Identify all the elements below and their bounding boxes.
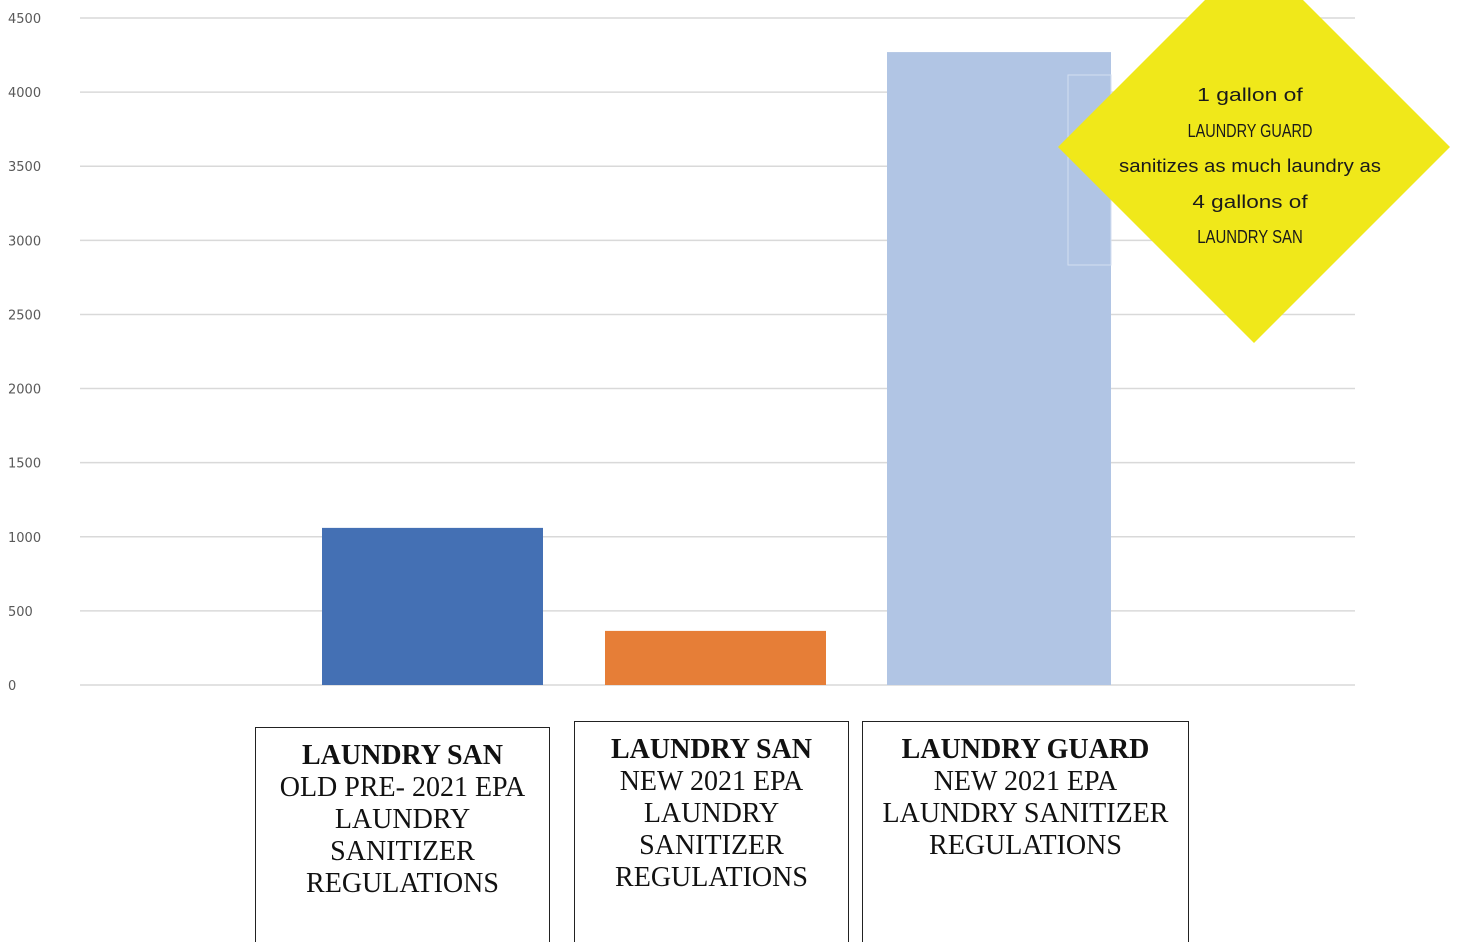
- callout-line: sanitizes as much laundry as: [1119, 156, 1381, 176]
- callout-line: 1 gallon of: [1197, 85, 1304, 105]
- callout-line: 4 gallons of: [1192, 192, 1308, 212]
- category-title: LAUNDRY GUARD: [901, 734, 1150, 765]
- y-tick-label: 4000: [8, 86, 41, 101]
- callout-annotation: 1 gallon of LAUNDRY GUARD sanitizes as muc…: [1058, 0, 1450, 343]
- y-tick-label: 2500: [8, 308, 41, 323]
- bars: [322, 52, 1112, 685]
- category-description: NEW 2021 EPA LAUNDRY SANITIZER REGULATIO…: [882, 766, 1169, 861]
- category-description: OLD PRE- 2021 EPA LAUNDRY SANITIZER REGU…: [279, 772, 526, 899]
- y-tick-label: 0: [8, 679, 16, 694]
- callout-line: LAUNDRY GUARD: [1188, 121, 1313, 141]
- y-tick-label: 1000: [8, 531, 41, 546]
- y-tick-label: 4500: [8, 12, 41, 27]
- y-tick-label: 3000: [8, 234, 41, 249]
- y-tick-label: 500: [8, 605, 33, 620]
- callout-line: LAUNDRY SAN: [1197, 227, 1303, 247]
- category-title: LAUNDRY SAN: [302, 740, 503, 771]
- y-tick-label: 1500: [8, 457, 41, 472]
- category-label-box: LAUNDRY SAN NEW 2021 EPA LAUNDRY SANITIZE…: [574, 721, 849, 942]
- category-description: NEW 2021 EPA LAUNDRY SANITIZER REGULATIO…: [615, 766, 808, 893]
- bar: [605, 630, 826, 685]
- category-label-box: LAUNDRY GUARD NEW 2021 EPA LAUNDRY SANITI…: [862, 721, 1189, 942]
- y-axis-tick-labels: 0 500 1000 1500 2000 2500 3000 3500 4000 4500: [8, 12, 41, 694]
- category-label-box: LAUNDRY SAN OLD PRE- 2021 EPA LAUNDRY SAN…: [255, 727, 550, 942]
- grid-lines: [80, 17, 1355, 686]
- bar: [322, 527, 543, 685]
- y-tick-label: 2000: [8, 383, 41, 398]
- category-title: LAUNDRY SAN: [611, 734, 812, 765]
- callout-diamond: [1058, 0, 1450, 343]
- y-tick-label: 3500: [8, 160, 41, 175]
